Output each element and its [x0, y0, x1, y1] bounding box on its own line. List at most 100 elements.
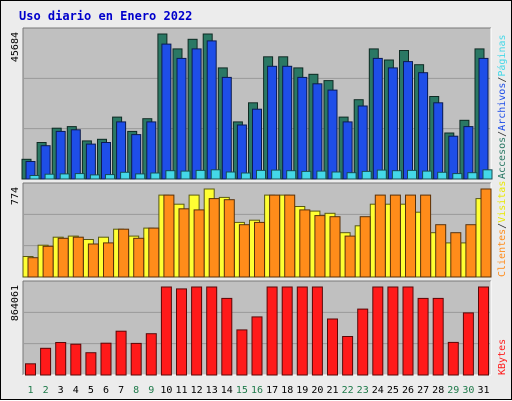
- legend-label-visitas: Visitas: [497, 181, 508, 223]
- bar-clientes-day-18: [284, 194, 296, 278]
- x-tick-day-29: 29: [447, 385, 459, 396]
- x-tick-day-9: 9: [148, 385, 154, 396]
- bar-paginas-day-17: [267, 65, 278, 180]
- bar-paginas-day-22: [342, 121, 353, 180]
- bar-paginas-day-13: [206, 40, 217, 180]
- x-tick-day-18: 18: [281, 385, 293, 396]
- bar-archivos-day-6: [105, 174, 115, 180]
- x-tick-day-28: 28: [432, 385, 444, 396]
- bar-clientes-day-5: [87, 243, 99, 278]
- x-tick-day-26: 26: [402, 385, 414, 396]
- bar-archivos-day-13: [210, 169, 221, 180]
- x-tick-day-4: 4: [73, 385, 79, 396]
- bar-archivos-day-21: [331, 171, 342, 180]
- bar-kbytes-day-6: [100, 342, 112, 376]
- x-tick-day-12: 12: [191, 385, 203, 396]
- bar-archivos-day-24: [376, 169, 387, 180]
- bar-paginas-day-7: [116, 121, 127, 180]
- bar-kbytes-day-8: [130, 342, 142, 376]
- bar-paginas-day-28: [433, 102, 444, 180]
- bar-archivos-day-4: [74, 173, 85, 180]
- bar-paginas-day-16: [252, 108, 262, 180]
- bar-archivos-day-12: [195, 169, 206, 180]
- bar-kbytes-day-3: [55, 342, 67, 376]
- bar-kbytes-day-31: [478, 286, 489, 376]
- x-tick-day-3: 3: [58, 385, 64, 396]
- bar-archivos-day-17: [271, 169, 282, 180]
- bar-clientes-day-17: [269, 194, 281, 278]
- bar-kbytes-day-22: [342, 336, 354, 376]
- bar-clientes-day-9: [148, 227, 160, 278]
- bar-clientes-day-19: [299, 209, 311, 278]
- bar-kbytes-day-11: [176, 288, 187, 376]
- bar-clientes-day-16: [254, 221, 265, 278]
- legend-separator: /: [497, 131, 508, 137]
- x-tick-day-15: 15: [236, 385, 248, 396]
- legend-label-kbytes: KBytes: [497, 339, 508, 375]
- chart-panel-3: 864061 KBytes: [10, 280, 508, 376]
- x-tick-day-23: 23: [357, 385, 369, 396]
- x-tick-day-25: 25: [387, 385, 399, 396]
- x-tick-day-6: 6: [103, 385, 109, 396]
- bar-paginas-day-26: [403, 61, 413, 180]
- bar-kbytes-day-7: [115, 330, 127, 376]
- bar-paginas-day-15: [236, 124, 247, 180]
- bar-clientes-day-22: [344, 235, 356, 278]
- bar-paginas-day-18: [282, 65, 293, 180]
- bar-kbytes-day-13: [206, 286, 218, 376]
- x-tick-day-7: 7: [118, 385, 124, 396]
- y-axis-max-label: 45684: [10, 32, 21, 62]
- bar-paginas-day-3: [55, 130, 66, 180]
- bar-kbytes-day-27: [417, 297, 429, 376]
- bar-clientes-day-26: [405, 194, 416, 278]
- bar-paginas-day-24: [372, 57, 383, 180]
- bar-kbytes-day-10: [160, 286, 172, 376]
- bar-archivos-day-10: [165, 170, 176, 180]
- series-legend: KBytes: [497, 339, 508, 375]
- bar-clientes-day-15: [238, 224, 250, 278]
- x-tick-day-20: 20: [311, 385, 323, 396]
- bar-kbytes-day-20: [311, 286, 323, 376]
- bar-clientes-day-14: [223, 199, 235, 278]
- bar-paginas-day-20: [312, 83, 323, 180]
- bar-kbytes-day-28: [432, 297, 444, 376]
- bar-paginas-day-6: [101, 142, 111, 180]
- legend-label-accesos: Accesos: [497, 137, 508, 179]
- bar-kbytes-day-9: [145, 333, 157, 376]
- bar-paginas-day-10: [161, 43, 172, 180]
- bar-paginas-day-23: [357, 105, 368, 180]
- legend-label-clientes: Clientes: [497, 229, 508, 277]
- bar-archivos-day-16: [256, 169, 266, 180]
- series-legend: Accesos/Archivos/Páginas: [496, 34, 508, 179]
- x-tick-day-21: 21: [326, 385, 338, 396]
- bar-archivos-day-27: [422, 170, 433, 180]
- bar-kbytes-day-16: [251, 316, 263, 376]
- bar-clientes-day-31: [480, 188, 492, 278]
- bar-clientes-day-11: [178, 208, 190, 278]
- legend-separator: /: [497, 77, 508, 83]
- bar-kbytes-day-2: [40, 347, 52, 376]
- chart-panel-1: 45684 Accesos/Archivos/Páginas: [10, 27, 508, 180]
- bar-kbytes-day-18: [281, 286, 293, 376]
- bar-clientes-day-25: [389, 194, 401, 278]
- x-tick-day-13: 13: [206, 385, 218, 396]
- bar-clientes-day-21: [329, 216, 341, 278]
- bar-archivos-day-2: [44, 173, 55, 180]
- bar-archivos-day-14: [225, 171, 236, 180]
- bar-kbytes-day-24: [372, 286, 384, 376]
- bar-archivos-day-31: [482, 169, 493, 180]
- x-tick-day-11: 11: [175, 385, 187, 396]
- bar-clientes-day-12: [193, 209, 205, 278]
- bar-clientes-day-23: [359, 216, 371, 278]
- x-tick-day-16: 16: [251, 385, 263, 396]
- bar-kbytes-day-26: [402, 286, 414, 376]
- bar-archivos-day-25: [391, 170, 402, 180]
- bar-paginas-day-14: [221, 76, 232, 180]
- bar-archivos-day-7: [120, 171, 131, 180]
- x-tick-day-8: 8: [133, 385, 139, 396]
- bar-kbytes-day-12: [191, 286, 203, 376]
- x-tick-day-27: 27: [417, 385, 429, 396]
- bar-archivos-day-18: [286, 170, 297, 180]
- bar-clientes-day-2: [42, 245, 54, 278]
